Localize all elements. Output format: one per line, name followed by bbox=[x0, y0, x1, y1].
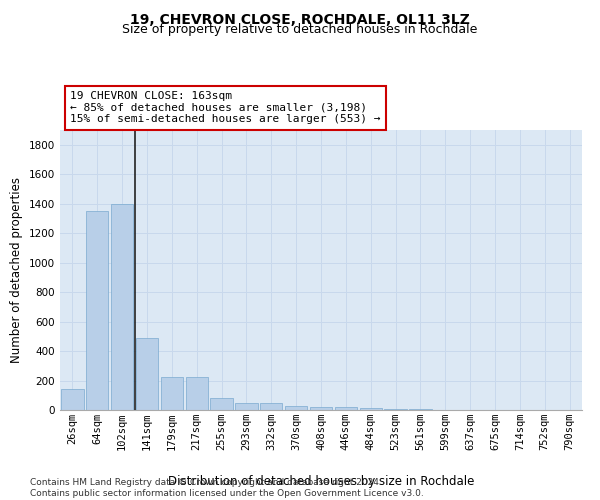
Text: 19, CHEVRON CLOSE, ROCHDALE, OL11 3LZ: 19, CHEVRON CLOSE, ROCHDALE, OL11 3LZ bbox=[130, 12, 470, 26]
Text: 19 CHEVRON CLOSE: 163sqm
← 85% of detached houses are smaller (3,198)
15% of sem: 19 CHEVRON CLOSE: 163sqm ← 85% of detach… bbox=[70, 91, 381, 124]
Bar bbox=[86, 211, 109, 410]
Bar bbox=[235, 404, 257, 410]
Bar bbox=[61, 390, 83, 410]
Text: Contains HM Land Registry data © Crown copyright and database right 2024.
Contai: Contains HM Land Registry data © Crown c… bbox=[30, 478, 424, 498]
Bar bbox=[185, 377, 208, 410]
Text: Size of property relative to detached houses in Rochdale: Size of property relative to detached ho… bbox=[122, 22, 478, 36]
Y-axis label: Number of detached properties: Number of detached properties bbox=[10, 177, 23, 363]
Bar bbox=[136, 338, 158, 410]
Bar bbox=[359, 408, 382, 410]
Bar bbox=[285, 406, 307, 410]
Bar bbox=[260, 404, 283, 410]
Bar bbox=[335, 407, 357, 410]
Bar bbox=[310, 407, 332, 410]
Text: Distribution of detached houses by size in Rochdale: Distribution of detached houses by size … bbox=[168, 474, 474, 488]
Bar bbox=[111, 204, 133, 410]
Bar bbox=[161, 377, 183, 410]
Bar bbox=[211, 398, 233, 410]
